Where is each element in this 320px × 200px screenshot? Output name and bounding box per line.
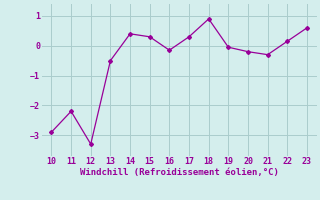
X-axis label: Windchill (Refroidissement éolien,°C): Windchill (Refroidissement éolien,°C) <box>80 168 279 177</box>
